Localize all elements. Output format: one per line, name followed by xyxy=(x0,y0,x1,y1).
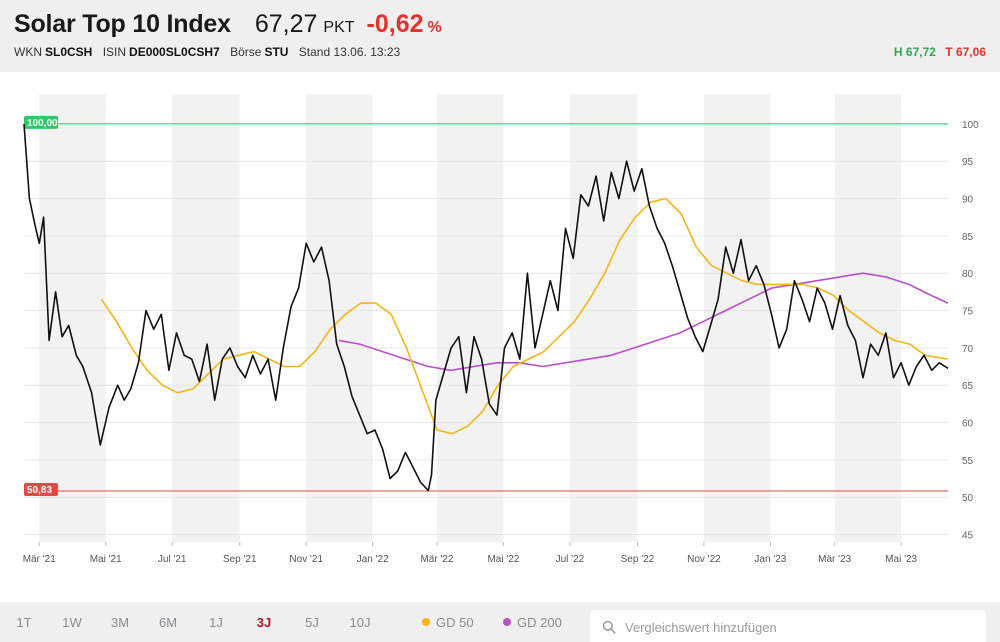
gd50-series-line xyxy=(100,197,949,435)
x-tick-label: Nov '21 xyxy=(289,554,323,565)
reference-badge xyxy=(24,483,58,497)
y-tick-label: 65 xyxy=(962,381,974,392)
reference-badge xyxy=(24,115,58,129)
search-icon xyxy=(602,620,616,634)
range-button-6m[interactable]: 6M xyxy=(158,614,178,630)
y-tick-label: 95 xyxy=(962,157,974,168)
x-tick-label: Jan '22 xyxy=(357,554,389,565)
instrument-meta: WKN SL0CSH ISIN DE000SL0CSH7 Börse STU Stan… xyxy=(14,45,403,59)
exchange-value: STU xyxy=(264,45,289,59)
quote-header: Solar Top 10 Index 67,27 PKT -0,62 % WKN… xyxy=(0,0,1000,72)
wkn-label: WKN xyxy=(14,45,42,59)
price-change: -0,62 xyxy=(366,10,424,38)
x-tick-label: Mai '22 xyxy=(487,554,519,565)
x-tick-label: Nov '22 xyxy=(687,554,721,565)
x-tick-label: Jul '21 xyxy=(158,554,187,565)
title-row: Solar Top 10 Index 67,27 PKT -0,62 % xyxy=(14,10,442,39)
compare-search[interactable] xyxy=(590,610,986,642)
range-button-5j[interactable]: 5J xyxy=(305,614,319,630)
price-unit: PKT xyxy=(323,19,355,36)
reference-label: 50,83 xyxy=(27,485,52,496)
y-tick-label: 85 xyxy=(962,232,974,243)
x-tick-label: Mär '23 xyxy=(818,554,851,565)
x-tick-label: Sep '22 xyxy=(621,554,655,565)
y-tick-label: 90 xyxy=(962,195,974,206)
price-chart[interactable]: 100 95 90 85 80 75 70 65 60 55 50 45 Mär '21 Mai '21 J… xyxy=(0,72,1000,602)
y-tick-label: 100 xyxy=(962,120,979,131)
gd200-series-line xyxy=(338,272,949,372)
month-band xyxy=(306,94,373,542)
month-band xyxy=(39,94,106,542)
gd50-label: GD 50 xyxy=(436,614,474,630)
x-tick-label: Mär '21 xyxy=(23,554,56,565)
x-tick-label: Mai '23 xyxy=(885,554,917,565)
range-selector: 1T 1W 3M 6M 1J 3J 5J 10J xyxy=(0,602,384,642)
x-tick-label: Mär '22 xyxy=(420,554,453,565)
chart-footer: 1T 1W 3M 6M 1J 3J 5J 10J GD 50 GD 200 xyxy=(0,602,1000,642)
x-tick-label: Jul '22 xyxy=(556,554,585,565)
isin-label: ISIN xyxy=(102,45,127,59)
legend-gd50[interactable]: GD 50 xyxy=(422,602,474,642)
y-tick-label: 75 xyxy=(962,307,974,318)
day-high-low: H 67,72 T 67,06 xyxy=(894,45,986,59)
gd50-dot-icon xyxy=(422,618,430,626)
gd200-dot-icon xyxy=(503,618,511,626)
x-tick-label: Mai '21 xyxy=(90,554,122,565)
compare-input[interactable] xyxy=(625,619,965,635)
isin-value: DE000SL0CSH7 xyxy=(129,45,220,59)
day-high: H 67,72 xyxy=(893,45,936,59)
x-tick-label: Sep '21 xyxy=(223,554,257,565)
y-tick-label: 60 xyxy=(962,419,974,430)
legend-gd200[interactable]: GD 200 xyxy=(503,602,562,642)
month-band xyxy=(569,94,638,542)
price-change-percent-sign: % xyxy=(427,19,442,36)
month-band xyxy=(703,94,771,542)
timestamp: Stand 13.06. 13:23 xyxy=(298,45,401,59)
range-button-1w[interactable]: 1W xyxy=(62,614,82,630)
y-tick-label: 50 xyxy=(962,493,974,504)
y-tick-label: 45 xyxy=(962,531,974,542)
month-band xyxy=(172,94,240,542)
price-series-line xyxy=(23,123,949,492)
last-price: 67,27 xyxy=(254,10,318,38)
y-tick-label: 70 xyxy=(962,344,974,355)
range-button-10j[interactable]: 10J xyxy=(349,614,371,630)
range-button-3j[interactable]: 3J xyxy=(256,614,272,630)
month-band xyxy=(436,94,504,542)
y-tick-label: 80 xyxy=(962,269,974,280)
range-button-1j[interactable]: 1J xyxy=(209,614,223,630)
reference-label: 100,00 xyxy=(27,118,58,129)
range-button-3m[interactable]: 3M xyxy=(110,614,130,630)
x-tick-label: Jan '23 xyxy=(754,554,786,565)
exchange-label: Börse xyxy=(230,45,262,59)
y-tick-label: 55 xyxy=(962,456,974,467)
range-button-1t[interactable]: 1T xyxy=(16,614,32,630)
gd200-label: GD 200 xyxy=(517,614,562,630)
instrument-title: Solar Top 10 Index xyxy=(14,10,231,38)
wkn-value: SL0CSH xyxy=(45,45,93,59)
day-low: T 67,06 xyxy=(945,45,986,59)
